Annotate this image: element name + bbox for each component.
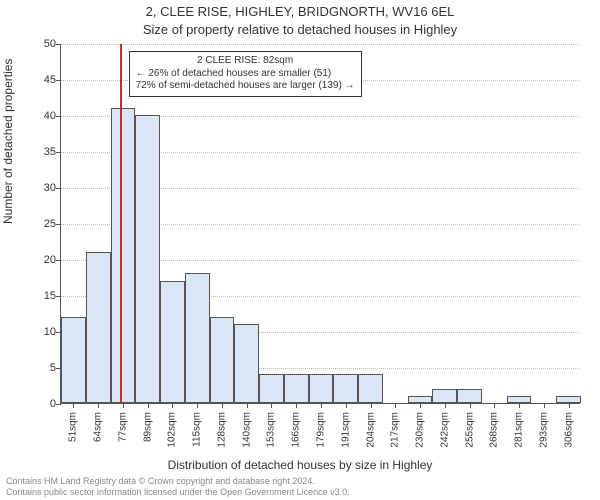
x-tick-mark (172, 403, 173, 408)
x-tick-mark (123, 403, 124, 408)
histogram-bar (408, 396, 433, 403)
histogram-bar (61, 317, 86, 403)
x-tick-label: 268sqm (489, 412, 500, 448)
histogram-bar (259, 374, 284, 403)
y-tick-label: 45 (26, 74, 56, 86)
y-tick-label: 20 (26, 254, 56, 266)
x-tick-label: 89sqm (142, 412, 153, 442)
x-tick-label: 230sqm (415, 412, 426, 448)
x-tick-mark (197, 403, 198, 408)
y-axis-label: Number of detached properties (1, 59, 15, 224)
x-tick-mark (247, 403, 248, 408)
x-tick-mark (395, 403, 396, 408)
x-tick-label: 153sqm (266, 412, 277, 448)
x-tick-label: 140sqm (241, 412, 252, 448)
x-tick-label: 242sqm (439, 412, 450, 448)
y-tick-label: 35 (26, 146, 56, 158)
histogram-bar (135, 115, 160, 403)
histogram-bar (185, 273, 210, 403)
y-tick-label: 10 (26, 326, 56, 338)
annotation-line: 72% of semi-detached houses are larger (… (136, 80, 355, 93)
x-tick-mark (321, 403, 322, 408)
x-tick-mark (569, 403, 570, 408)
y-tick-mark (56, 260, 61, 261)
x-tick-label: 102sqm (167, 412, 178, 448)
x-tick-mark (148, 403, 149, 408)
histogram-bar (111, 108, 136, 403)
x-tick-label: 77sqm (117, 412, 128, 442)
histogram-bar (556, 396, 581, 403)
y-tick-label: 25 (26, 218, 56, 230)
x-tick-mark (98, 403, 99, 408)
y-tick-mark (56, 404, 61, 405)
y-tick-mark (56, 152, 61, 153)
footer-line-2: Contains public sector information licen… (6, 487, 350, 498)
x-tick-mark (420, 403, 421, 408)
y-tick-label: 15 (26, 290, 56, 302)
histogram-bar (457, 389, 482, 403)
x-axis-label: Distribution of detached houses by size … (0, 458, 600, 472)
x-tick-mark (222, 403, 223, 408)
y-tick-mark (56, 44, 61, 45)
annotation-line: ← 26% of detached houses are smaller (51… (136, 68, 355, 81)
grid-line (61, 44, 580, 45)
x-tick-label: 306sqm (563, 412, 574, 448)
x-tick-label: 255sqm (464, 412, 475, 448)
page-title: 2, CLEE RISE, HIGHLEY, BRIDGNORTH, WV16 … (0, 4, 600, 19)
histogram-bar (86, 252, 111, 403)
x-tick-label: 128sqm (216, 412, 227, 448)
histogram-bar (507, 396, 532, 403)
histogram-bar (234, 324, 259, 403)
x-tick-label: 191sqm (340, 412, 351, 448)
annotation-box: 2 CLEE RISE: 82sqm← 26% of detached hous… (129, 51, 362, 97)
x-tick-label: 293sqm (538, 412, 549, 448)
x-tick-label: 217sqm (390, 412, 401, 448)
y-tick-label: 40 (26, 110, 56, 122)
x-tick-mark (371, 403, 372, 408)
x-tick-label: 115sqm (192, 412, 203, 447)
x-tick-label: 166sqm (291, 412, 302, 448)
x-tick-mark (494, 403, 495, 408)
y-tick-label: 50 (26, 38, 56, 50)
y-tick-mark (56, 224, 61, 225)
x-tick-mark (519, 403, 520, 408)
y-tick-mark (56, 116, 61, 117)
footer-line-1: Contains HM Land Registry data © Crown c… (6, 476, 350, 487)
chart-plot-area: 51sqm64sqm77sqm89sqm102sqm115sqm128sqm14… (60, 44, 580, 404)
y-tick-label: 30 (26, 182, 56, 194)
histogram-bar (284, 374, 309, 403)
property-marker-line (120, 44, 122, 403)
x-tick-mark (470, 403, 471, 408)
histogram-bar (432, 389, 457, 403)
x-tick-label: 179sqm (316, 412, 327, 448)
x-tick-label: 281sqm (514, 412, 525, 448)
x-tick-mark (544, 403, 545, 408)
y-tick-label: 5 (26, 362, 56, 374)
x-tick-label: 64sqm (93, 412, 104, 442)
x-tick-label: 204sqm (365, 412, 376, 448)
x-tick-mark (346, 403, 347, 408)
histogram-bar (358, 374, 383, 403)
y-tick-mark (56, 296, 61, 297)
y-tick-mark (56, 80, 61, 81)
histogram-bar (210, 317, 235, 403)
x-tick-mark (296, 403, 297, 408)
y-tick-mark (56, 188, 61, 189)
x-tick-label: 51sqm (68, 412, 79, 442)
x-tick-mark (73, 403, 74, 408)
histogram-bar (333, 374, 358, 403)
footer-attribution: Contains HM Land Registry data © Crown c… (6, 476, 350, 498)
page-subtitle: Size of property relative to detached ho… (0, 22, 600, 37)
y-tick-label: 0 (26, 398, 56, 410)
annotation-line: 2 CLEE RISE: 82sqm (136, 55, 355, 68)
histogram-bar (160, 281, 185, 403)
histogram-bar (309, 374, 334, 403)
x-tick-mark (271, 403, 272, 408)
x-tick-mark (445, 403, 446, 408)
